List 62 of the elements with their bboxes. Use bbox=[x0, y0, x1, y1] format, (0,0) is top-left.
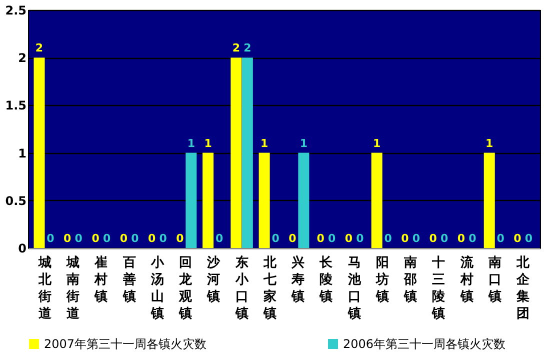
x-tick-label: 北企集团 bbox=[516, 256, 531, 322]
data-label: 0 bbox=[120, 232, 128, 245]
data-label: 0 bbox=[384, 232, 392, 245]
data-label: 0 bbox=[92, 232, 100, 245]
data-label: 0 bbox=[74, 232, 83, 245]
data-label: 2 bbox=[35, 42, 44, 55]
legend-label: 2006年第三十一周各镇火灾数 bbox=[343, 337, 506, 351]
data-label: 0 bbox=[514, 232, 522, 245]
x-tick-label: 百善镇 bbox=[122, 256, 136, 304]
data-label: 0 bbox=[429, 232, 438, 245]
data-label: 1 bbox=[486, 136, 494, 150]
data-label: 0 bbox=[159, 232, 168, 245]
data-label: 0 bbox=[401, 232, 410, 245]
x-tick-label: 南口镇 bbox=[487, 256, 502, 304]
data-label: 0 bbox=[131, 232, 140, 245]
data-label: 2 bbox=[244, 42, 252, 55]
y-tick-label: 2.5 bbox=[5, 4, 26, 18]
data-label: 0 bbox=[412, 232, 420, 245]
data-label: 1 bbox=[187, 136, 195, 150]
data-label: 0 bbox=[64, 232, 72, 245]
x-tick-label: 南邵镇 bbox=[403, 256, 418, 304]
data-label: 0 bbox=[316, 232, 325, 245]
x-tick-label: 流村镇 bbox=[459, 254, 474, 304]
data-label: 0 bbox=[272, 232, 280, 245]
x-tick-label: 小汤山镇 bbox=[150, 256, 165, 322]
x-tick-label: 崔村镇 bbox=[94, 254, 108, 304]
data-label: 0 bbox=[288, 232, 297, 245]
data-label: 0 bbox=[496, 232, 505, 245]
x-tick-label: 阳坊镇 bbox=[374, 256, 389, 304]
x-tick-label: 兴寿镇 bbox=[290, 254, 305, 304]
y-tick-label: 0 bbox=[18, 242, 26, 256]
data-label: 0 bbox=[215, 232, 224, 245]
x-tick-label: 长陵镇 bbox=[318, 256, 334, 304]
x-tick-label: 城南街道 bbox=[66, 256, 81, 322]
data-label: 0 bbox=[148, 232, 156, 245]
y-tick-label: 2 bbox=[18, 51, 26, 66]
x-tick-label: 回龙观镇 bbox=[178, 256, 194, 322]
data-label: 0 bbox=[102, 232, 111, 245]
data-label: 2 bbox=[232, 42, 240, 55]
data-label: 1 bbox=[373, 136, 381, 150]
data-label: 0 bbox=[176, 232, 184, 245]
x-tick-label: 马池口镇 bbox=[346, 256, 362, 322]
data-label: 1 bbox=[260, 136, 268, 150]
data-label: 0 bbox=[46, 232, 55, 245]
y-tick-label: 0.5 bbox=[5, 194, 26, 208]
data-label: 1 bbox=[204, 136, 212, 150]
data-label: 1 bbox=[300, 136, 308, 150]
data-label: 0 bbox=[356, 232, 364, 245]
x-tick-label: 东小口镇 bbox=[234, 254, 250, 322]
x-tick-label: 十三陵镇 bbox=[431, 256, 446, 322]
legend-label: 2007年第三十一周各镇火灾数 bbox=[44, 337, 207, 351]
y-tick-label: 1.5 bbox=[5, 98, 26, 113]
y-tick-label: 1 bbox=[18, 146, 26, 160]
data-label: 0 bbox=[468, 232, 477, 245]
data-label: 0 bbox=[328, 232, 336, 245]
data-label: 0 bbox=[344, 232, 353, 245]
x-tick-label: 城北街道 bbox=[37, 256, 52, 322]
x-tick-label: 北七家镇 bbox=[262, 256, 278, 322]
data-label: 0 bbox=[524, 232, 533, 245]
x-tick-label: 沙河镇 bbox=[206, 256, 222, 304]
data-label: 0 bbox=[457, 232, 466, 245]
data-label: 0 bbox=[440, 232, 449, 245]
